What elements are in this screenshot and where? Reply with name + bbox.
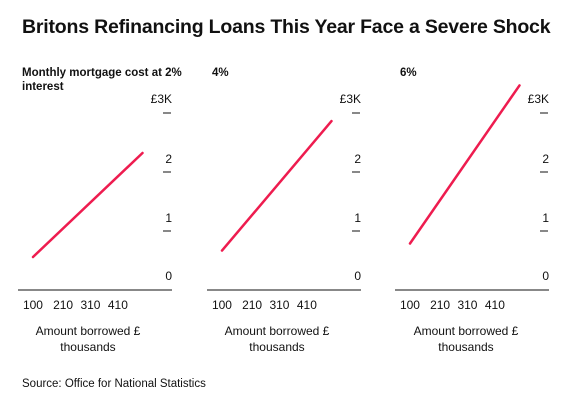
x-tick-label: 410 <box>485 298 505 312</box>
y-tick-label: £3K <box>528 92 549 106</box>
x-tick-label: 310 <box>269 298 289 312</box>
y-tick-label: 1 <box>165 211 172 225</box>
panel-title-4pct: 4% <box>212 67 229 79</box>
x-axis-label-2pct: Amount borrowed £ thousands <box>35 324 141 354</box>
y-tick-label: 2 <box>165 152 172 166</box>
series-line <box>31 151 144 259</box>
y-tick-label: 0 <box>165 269 172 283</box>
x-tick-label: 310 <box>457 298 477 312</box>
panel-title-2pct: Monthly mortgage cost at 2% interest <box>22 67 182 93</box>
x-tick-label: 310 <box>80 298 100 312</box>
x-axis-label-6pct: Amount borrowed £ thousands <box>413 324 519 354</box>
series-line <box>408 84 521 245</box>
y-tick-label: £3K <box>340 92 361 106</box>
y-tick-label: 2 <box>542 152 549 166</box>
x-tick-label: 210 <box>53 298 73 312</box>
source-note: Source: Office for National Statistics <box>22 378 206 390</box>
x-tick-label: 100 <box>212 298 232 312</box>
panel-title-6pct: 6% <box>400 67 417 79</box>
y-tick-label: 0 <box>542 269 549 283</box>
x-tick-label: 100 <box>400 298 420 312</box>
y-tick-label: £3K <box>151 92 172 106</box>
y-tick-label: 1 <box>354 211 361 225</box>
series-line <box>220 119 333 252</box>
x-tick-label: 410 <box>108 298 128 312</box>
x-tick-label: 410 <box>297 298 317 312</box>
y-tick-label: 1 <box>542 211 549 225</box>
x-tick-label: 100 <box>23 298 43 312</box>
x-tick-label: 210 <box>242 298 262 312</box>
x-axis-label-4pct: Amount borrowed £ thousands <box>224 324 330 354</box>
chart-title: Britons Refinancing Loans This Year Face… <box>22 16 551 38</box>
x-tick-label: 210 <box>430 298 450 312</box>
y-tick-label: 0 <box>354 269 361 283</box>
y-tick-label: 2 <box>354 152 361 166</box>
